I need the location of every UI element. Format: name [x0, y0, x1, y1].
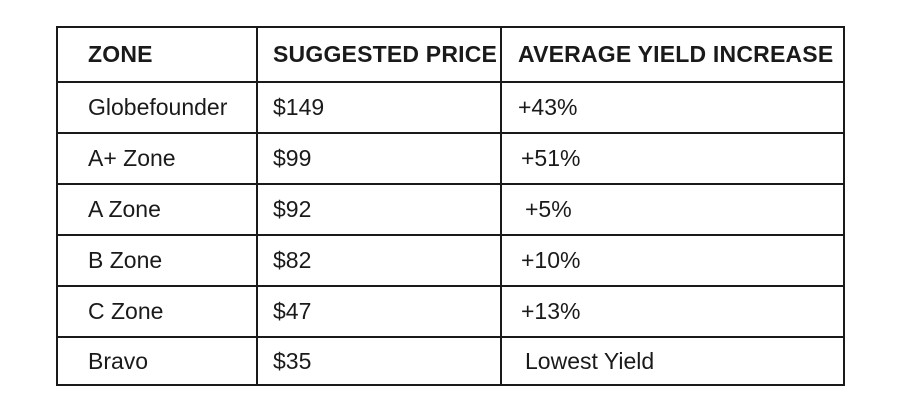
zone-cell: C Zone [56, 285, 258, 338]
price-cell: $47 [256, 285, 502, 338]
header-suggested-price: SUGGESTED PRICE [256, 26, 502, 83]
price-cell: $99 [256, 132, 502, 185]
table-row: Bravo $35 Lowest Yield [56, 336, 845, 386]
yield-value: +13% [521, 298, 581, 324]
zone-cell: Bravo [56, 336, 258, 386]
table-row: A Zone $92 +5% [56, 183, 845, 236]
price-cell: $149 [256, 81, 502, 134]
table-row: B Zone $82 +10% [56, 234, 845, 287]
yield-cell: +43% [500, 81, 845, 134]
zone-cell: B Zone [56, 234, 258, 287]
header-zone: ZONE [56, 26, 258, 83]
yield-value: +5% [525, 196, 572, 222]
price-cell: $35 [256, 336, 502, 386]
yield-cell: Lowest Yield [500, 336, 845, 386]
yield-cell: +10% [500, 234, 845, 287]
yield-value: +10% [521, 247, 581, 273]
zone-cell: Globefounder [56, 81, 258, 134]
header-row: ZONE SUGGESTED PRICE AVERAGE YIELD INCRE… [56, 26, 845, 83]
yield-cell: +51% [500, 132, 845, 185]
yield-value: Lowest Yield [525, 347, 655, 374]
yield-cell: +5% [500, 183, 845, 236]
price-cell: $92 [256, 183, 502, 236]
zone-cell: A Zone [56, 183, 258, 236]
table-row: Globefounder $149 +43% [56, 81, 845, 134]
yield-value: +43% [518, 94, 578, 120]
price-cell: $82 [256, 234, 502, 287]
header-average-yield-increase: AVERAGE YIELD INCREASE [500, 26, 845, 83]
table-body: Globefounder $149 +43% A+ Zone $99 +51% … [56, 81, 845, 386]
yield-value: +51% [521, 145, 581, 171]
table-row: A+ Zone $99 +51% [56, 132, 845, 185]
table-header: ZONE SUGGESTED PRICE AVERAGE YIELD INCRE… [56, 26, 845, 83]
zone-cell: A+ Zone [56, 132, 258, 185]
yield-cell: +13% [500, 285, 845, 338]
pricing-table: ZONE SUGGESTED PRICE AVERAGE YIELD INCRE… [56, 26, 845, 386]
table-row: C Zone $47 +13% [56, 285, 845, 338]
